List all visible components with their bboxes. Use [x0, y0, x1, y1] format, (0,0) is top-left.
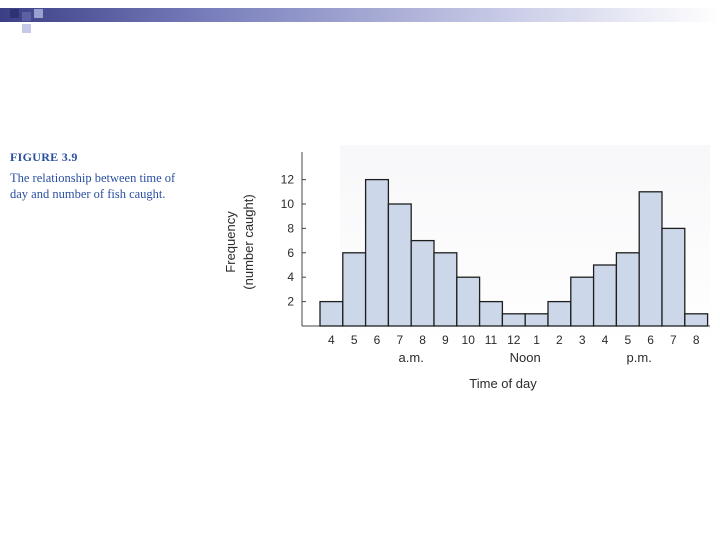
y-axis-label-line-2: (number caught): [241, 194, 256, 289]
header-square-light: [34, 9, 43, 18]
period-label: Noon: [510, 350, 541, 365]
histogram-bar: [684, 313, 709, 327]
x-tick-label: 6: [374, 333, 381, 347]
y-tick-label: 10: [281, 197, 295, 211]
x-tick-label: 5: [351, 333, 358, 347]
y-axis-label-line-1: Frequency: [223, 211, 238, 273]
histogram-bar: [319, 300, 344, 327]
x-tick-label: 9: [442, 333, 449, 347]
histogram-bar: [410, 239, 435, 327]
x-tick-label: 8: [419, 333, 426, 347]
histogram-bar: [524, 313, 549, 327]
figure-caption: The relationship between time of day and…: [10, 171, 176, 201]
histogram-bar: [570, 276, 595, 327]
histogram-bar: [615, 252, 640, 327]
y-tick-label: 4: [287, 270, 294, 284]
x-tick-label: 7: [670, 333, 677, 347]
x-tick-label: 3: [579, 333, 586, 347]
x-tick-label: 4: [602, 333, 609, 347]
histogram-bar: [387, 203, 412, 327]
x-axis-label: Time of day: [469, 376, 537, 391]
x-tick-label: 8: [693, 333, 700, 347]
header-square-dark: [10, 9, 19, 18]
histogram-bar: [433, 252, 458, 327]
histogram-bar: [592, 264, 618, 327]
histogram-bar: [478, 300, 504, 327]
histogram-bar: [661, 227, 686, 327]
figure-caption-block: FIGURE 3.9 The relationship between time…: [10, 150, 195, 202]
x-tick-label: 4: [328, 333, 335, 347]
x-tick-label: 5: [624, 333, 631, 347]
histogram-bar: [456, 276, 481, 327]
x-tick-label: 12: [507, 333, 521, 347]
period-label: p.m.: [627, 350, 652, 365]
histogram-bar: [364, 178, 390, 327]
x-tick-label: 7: [396, 333, 403, 347]
x-tick-label: 10: [462, 333, 476, 347]
x-tick-label: 11: [485, 333, 498, 347]
header-square-mid: [22, 12, 31, 21]
histogram-bar: [342, 252, 367, 327]
x-tick-label: 2: [556, 333, 563, 347]
histogram-bar: [547, 300, 572, 327]
x-tick-label: 6: [647, 333, 654, 347]
y-tick-label: 2: [287, 295, 294, 309]
y-tick-label: 8: [287, 221, 294, 235]
y-tick-label: 12: [281, 173, 295, 187]
histogram-bar: [501, 313, 526, 327]
x-tick-label: 1: [533, 333, 540, 347]
histogram-bar: [638, 191, 663, 327]
figure-label: FIGURE 3.9: [10, 150, 78, 164]
header-square-faint: [22, 24, 31, 33]
slide-header-bar: [0, 8, 720, 22]
y-tick-label: 6: [287, 246, 294, 260]
period-label: a.m.: [399, 350, 424, 365]
